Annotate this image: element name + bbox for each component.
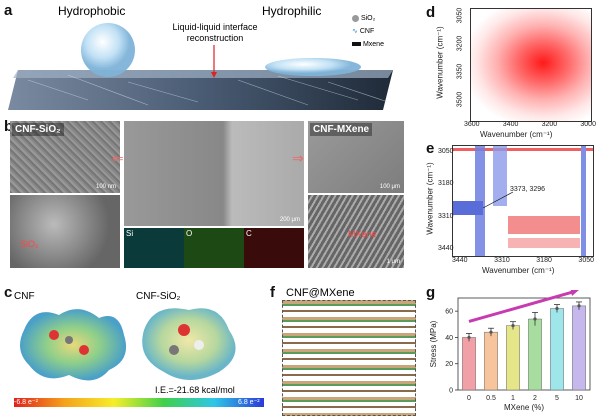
plot-frame <box>457 297 591 391</box>
scalebar-1um: 1 μm <box>386 259 400 265</box>
legend-mxene: Mxene <box>352 38 384 51</box>
x-tick-label: 5 <box>555 395 559 402</box>
sphere-icon <box>352 14 359 22</box>
cnf-title: CNF <box>14 291 35 302</box>
d-ytick-3: 3500 <box>456 91 464 108</box>
e-xticks: 3440 3310 3180 3050 <box>452 257 594 264</box>
panel-label-g: g <box>426 284 436 301</box>
x-axis-label: MXene (%) <box>504 403 544 412</box>
d-xticks: 3600 3400 3200 3000 <box>464 121 596 128</box>
x-tick-label: 0.5 <box>486 395 496 402</box>
x-tick-label: 2 <box>533 395 537 402</box>
eds-o-map: O <box>184 228 244 268</box>
stress-bar-chart: 0 20 40 60 0 0.5 1 2 5 10 MXene (%) Stress (MPa) <box>429 290 591 412</box>
bar <box>572 305 586 391</box>
cnf-mxene-title: CNF-MXene <box>310 123 373 136</box>
bar <box>506 325 520 391</box>
scalebar-200um: 200 μm <box>279 217 300 223</box>
y-tick-label: 20 <box>445 361 453 368</box>
e-yticks: 3050 3180 3310 3440 <box>438 148 454 252</box>
cnf-sio2-title: CNF-SiO₂ <box>12 123 64 136</box>
e-ylabel: Wavenumber (cm⁻¹) <box>425 162 435 235</box>
cnf-sio2-esp-title: CNF-SiO₂ <box>136 291 181 302</box>
mxene-label: MXene <box>348 229 377 239</box>
arrow-right-icon: ⇒ <box>292 150 304 166</box>
data-point <box>511 324 515 328</box>
interaction-energy: I.E.=-21.68 kcal/mol <box>155 385 235 395</box>
scalebar-100nm: 100 nm <box>95 184 116 190</box>
sem-cnf-sio2-bottom: SiO₂ <box>10 195 120 268</box>
colorbar-min: -6.8 e⁻² <box>14 399 38 406</box>
scalebar-100um: 100 μm <box>379 184 400 190</box>
sem-cnf-sio2-top: CNF-SiO₂ 100 nm <box>10 121 120 193</box>
bar <box>484 331 498 391</box>
sheet-icon <box>352 42 361 47</box>
panel-label-c: c <box>4 284 13 301</box>
panel-a-legend: SiO₂ ∿ CNF Mxene <box>352 12 384 51</box>
d-ytick-0: 3050 <box>456 7 464 24</box>
hydrophobic-droplet <box>81 23 135 77</box>
interface-label: Liquid-liquid interface reconstruction <box>172 22 258 43</box>
esp-maps <box>14 300 264 390</box>
y-tick-label: 0 <box>449 388 453 395</box>
arrow-left-icon: ⇐ <box>112 150 124 166</box>
hydrophilic-label: Hydrophilic <box>262 4 322 18</box>
bar <box>462 337 476 391</box>
panel-f-structure <box>282 300 416 416</box>
eds-si-map: Si <box>124 228 184 268</box>
eds-c-map: C <box>244 228 304 268</box>
d-ytick-2: 3350 <box>456 63 464 80</box>
esp-colorbar <box>14 398 264 407</box>
e-xlabel: Wavenumber (cm⁻¹) <box>482 266 555 275</box>
x-tick-label: 1 <box>511 395 515 402</box>
panel-label-e: e <box>426 140 435 157</box>
fiber-icon: ∿ <box>352 28 358 35</box>
d-ytick-1: 3200 <box>456 35 464 52</box>
panel-e-plot <box>452 145 594 257</box>
x-tick-label: 0 <box>467 395 471 402</box>
x-tick-label: 10 <box>575 395 583 402</box>
panel-label-b: b <box>4 118 14 135</box>
trend-arrowhead <box>570 290 579 296</box>
colorbar-max: 6.8 e⁻² <box>238 399 260 406</box>
panel-label-f: f <box>270 284 275 301</box>
panel-label-d: d <box>426 4 436 21</box>
panel-label-a: a <box>4 2 13 19</box>
e-annotation: 3373, 3296 <box>510 186 546 193</box>
sio2-label: SiO₂ <box>20 239 39 249</box>
sem-cnf-mxene-top: CNF-MXene 100 μm <box>308 121 404 193</box>
data-point <box>467 335 471 340</box>
data-point <box>555 306 559 311</box>
hydrophilic-droplet <box>265 58 361 76</box>
eds-maps: Si O C <box>124 228 304 268</box>
cnf-mxene-title-f: CNF@MXene <box>286 287 355 299</box>
y-axis-label: Stress (MPa) <box>429 320 438 367</box>
data-point <box>577 304 581 308</box>
y-tick-label: 60 <box>445 309 453 316</box>
trend-arrow <box>468 290 574 323</box>
sem-cnf-mxene-bottom: MXene 1 μm <box>308 195 404 268</box>
data-point <box>533 317 537 321</box>
legend-sio2: SiO₂ <box>352 12 384 25</box>
bar <box>528 318 542 391</box>
legend-cnf: ∿ CNF <box>352 28 375 35</box>
bar <box>550 308 564 391</box>
d-xlabel: Wavenumber (cm⁻¹) <box>480 130 553 139</box>
sem-center: 200 μm <box>124 121 304 226</box>
panel-d-plot <box>470 8 592 122</box>
y-tick-label: 40 <box>445 335 453 342</box>
d-ylabel: Wavenumber (cm⁻¹) <box>435 26 445 99</box>
data-point <box>489 330 493 334</box>
hydrophobic-label: Hydrophobic <box>58 4 126 18</box>
panel-a-illustration <box>8 10 403 118</box>
